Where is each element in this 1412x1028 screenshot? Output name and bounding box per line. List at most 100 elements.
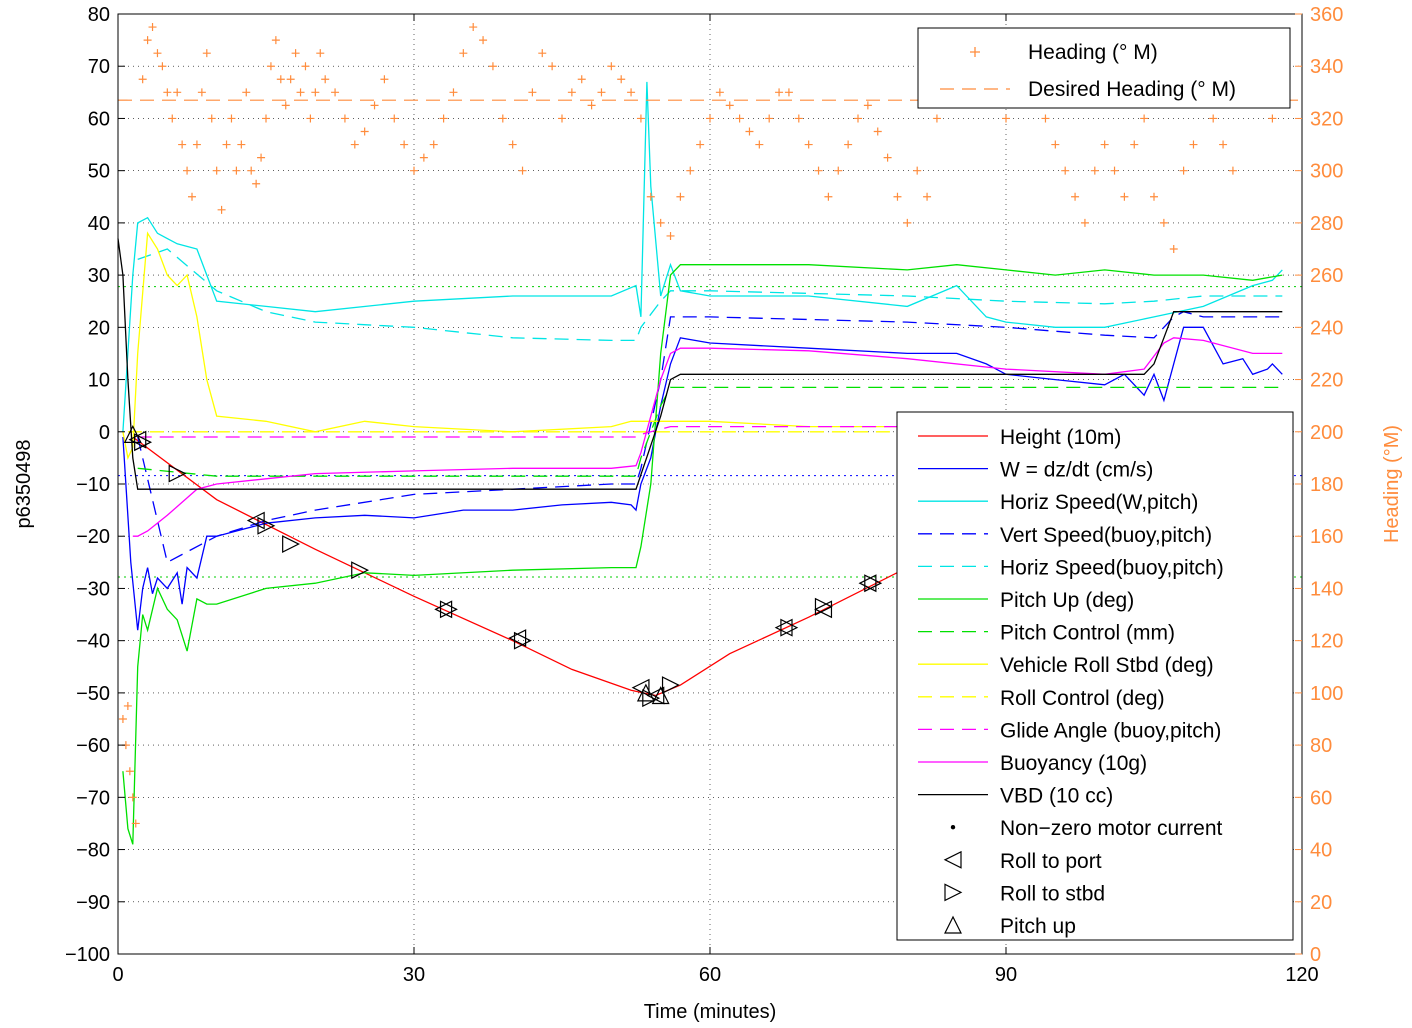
y-tick-label-left: −60	[76, 735, 110, 757]
series-line	[122, 81, 1283, 432]
series-line	[117, 238, 1283, 490]
legend-label: Pitch Control (mm)	[1000, 622, 1175, 645]
heading-point	[301, 62, 310, 71]
heading-point	[1189, 140, 1198, 149]
heading-point	[232, 166, 241, 175]
y-tick-label-right: 200	[1310, 422, 1343, 444]
series-line	[122, 264, 1283, 845]
y-axis-label-right: Heading (°M)	[1381, 425, 1403, 543]
heading-point	[286, 75, 295, 84]
heading-point	[824, 192, 833, 201]
heading-point	[706, 114, 714, 123]
y-tick-label-left: −30	[76, 578, 110, 600]
heading-point	[360, 127, 369, 136]
heading-point	[266, 62, 275, 71]
heading-point	[197, 88, 206, 97]
y-tick-label-right: 160	[1310, 526, 1343, 548]
roll-to-stbd-marker	[257, 516, 276, 535]
heading-point	[1051, 140, 1060, 149]
heading-point	[903, 218, 912, 227]
y-tick-label-left: 70	[88, 56, 110, 78]
legend-swatch-stbd	[944, 883, 963, 902]
heading-point	[257, 153, 266, 162]
series-line	[137, 311, 1283, 564]
y-tick-label-left: −90	[76, 892, 110, 914]
heading-point	[131, 819, 140, 828]
pitch-up-marker	[123, 425, 142, 443]
heading-point	[262, 114, 270, 123]
heading-point	[597, 88, 606, 97]
heading-point	[296, 88, 305, 97]
heading-point	[222, 140, 231, 149]
y-tick-label-left: −70	[76, 787, 110, 809]
heading-point	[834, 166, 843, 175]
roll-to-stbd-marker	[282, 535, 301, 554]
heading-point	[548, 62, 557, 71]
y-tick-label-left: −40	[76, 631, 110, 653]
legend-label: W = dz/dt (cm/s)	[1000, 459, 1153, 482]
heading-point	[276, 75, 285, 84]
heading-point	[558, 114, 566, 123]
heading-point	[715, 88, 724, 97]
heading-point	[725, 101, 734, 110]
heading-point	[923, 192, 932, 201]
legend-swatch-pitch	[944, 915, 962, 934]
heading-point	[469, 23, 478, 32]
y-tick-label-left: 30	[88, 265, 110, 287]
heading-point	[479, 36, 488, 45]
heading-point	[627, 88, 636, 97]
heading-point	[183, 166, 192, 175]
heading-point	[429, 140, 438, 149]
legend-swatch-port	[943, 850, 962, 869]
heading-point	[419, 153, 428, 162]
heading-point	[237, 140, 246, 149]
heading-point	[202, 49, 211, 58]
heading-point	[794, 114, 803, 123]
heading-point	[587, 101, 596, 110]
legend-label: Height (10m)	[1000, 426, 1121, 449]
heading-point	[1228, 166, 1237, 175]
roll-to-stbd-marker	[661, 676, 680, 695]
heading-point	[291, 49, 300, 58]
y-tick-label-left: −10	[76, 474, 110, 496]
heading-point	[252, 179, 261, 188]
legend-label: Glide Angle (buoy,pitch)	[1000, 719, 1221, 742]
x-tick-label: 60	[699, 964, 721, 986]
heading-point	[410, 166, 418, 175]
heading-point	[1150, 192, 1158, 201]
heading-point	[242, 88, 251, 97]
heading-point	[311, 88, 320, 97]
heading-point	[1140, 114, 1149, 123]
heading-point	[1120, 192, 1129, 201]
legend-label: Heading (° M)	[1028, 41, 1158, 64]
heading-point	[439, 114, 448, 123]
legend-label: Roll to stbd	[1000, 882, 1105, 905]
heading-point	[143, 36, 152, 45]
roll-to-port-marker	[814, 600, 833, 619]
y-tick-label-right: 260	[1310, 265, 1343, 287]
legend-swatch-dot	[950, 825, 956, 830]
heading-point	[854, 114, 862, 123]
heading-point	[281, 101, 290, 110]
heading-point	[1130, 140, 1139, 149]
legend-label: Vehicle Roll Stbd (deg)	[1000, 654, 1214, 677]
roll-to-port-marker	[858, 574, 877, 593]
heading-point	[1209, 114, 1218, 123]
roll-to-stbd-marker	[168, 464, 187, 483]
heading-point	[656, 218, 665, 227]
y-tick-label-right: 320	[1310, 108, 1343, 130]
heading-point	[340, 114, 349, 123]
heading-point	[331, 88, 340, 97]
heading-point	[158, 62, 167, 71]
legend-label: Vert Speed(buoy,pitch)	[1000, 524, 1212, 547]
heading-point	[893, 192, 902, 201]
heading-point	[1179, 166, 1188, 175]
y-tick-label-right: 240	[1310, 317, 1343, 339]
y-tick-label-right: 40	[1310, 840, 1332, 862]
y-tick-label-right: 0	[1310, 944, 1321, 966]
x-tick-label: 0	[112, 964, 123, 986]
heading-point	[518, 166, 527, 175]
heading-point	[227, 114, 236, 123]
x-axis-label: Time (minutes)	[644, 1001, 777, 1023]
roll-to-port-marker	[631, 678, 650, 697]
